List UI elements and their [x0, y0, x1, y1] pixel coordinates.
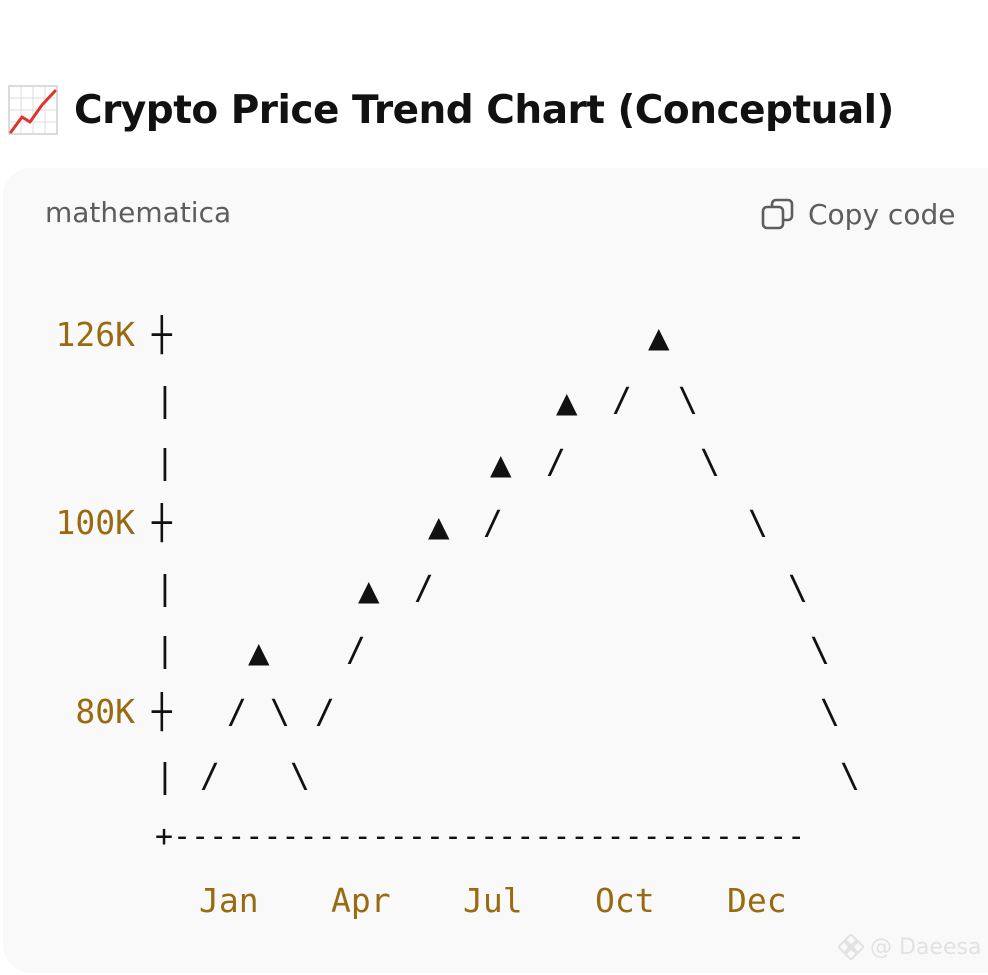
trend-line-segment: / — [200, 756, 220, 795]
trend-line-segment: \ — [290, 756, 310, 795]
data-point-marker: ▲ — [648, 321, 670, 354]
code-language-label: mathematica — [45, 196, 232, 229]
copy-code-button[interactable]: Copy code — [760, 194, 955, 234]
code-block-header: mathematica Copy code — [3, 168, 988, 258]
trend-line-segment: \ — [678, 380, 698, 419]
data-point-marker: ▲ — [358, 574, 380, 607]
y-axis-line: | — [155, 568, 175, 607]
binance-logo-icon — [838, 934, 864, 960]
y-axis-tick: ┼ — [152, 315, 172, 354]
x-tick-label-jul: Jul — [463, 881, 523, 920]
watermark-text: @ Daeesa — [870, 934, 982, 960]
data-point-marker: ▲ — [490, 448, 512, 481]
chart-increasing-icon — [8, 85, 58, 135]
trend-line-segment: / — [346, 630, 366, 669]
page-heading: Crypto Price Trend Chart (Conceptual) — [6, 80, 894, 140]
y-axis-tick: ┼ — [152, 503, 172, 542]
x-tick-label-dec: Dec — [727, 881, 787, 920]
y-axis-tick: ┼ — [152, 692, 172, 731]
trend-line-segment: \ — [820, 692, 840, 731]
y-tick-label-126k: 126K — [55, 315, 135, 354]
trend-line-segment: \ — [788, 568, 808, 607]
y-tick-label-100k: 100K — [55, 503, 135, 542]
trend-line-segment: \ — [700, 442, 720, 481]
x-tick-label-oct: Oct — [595, 881, 655, 920]
trend-line-segment: / — [414, 568, 434, 607]
trend-line-segment: / — [612, 380, 632, 419]
data-point-marker: ▲ — [248, 636, 270, 669]
copy-code-label: Copy code — [808, 197, 956, 231]
y-axis-line: | — [155, 756, 175, 795]
data-point-marker: ▲ — [428, 510, 450, 543]
copy-icon — [761, 198, 794, 230]
x-axis-line: +----------------------------------- — [155, 819, 806, 854]
watermark: @ Daeesa — [838, 934, 981, 960]
trend-line-segment: / — [546, 442, 566, 481]
page-title: Crypto Price Trend Chart (Conceptual) — [74, 87, 894, 133]
x-tick-label-jan: Jan — [199, 881, 259, 920]
y-axis-line: | — [155, 380, 175, 419]
code-block: mathematica Copy code — [3, 168, 988, 973]
trend-line-segment: / — [483, 503, 503, 542]
x-tick-label-apr: Apr — [331, 881, 391, 920]
y-axis-line: | — [155, 630, 175, 669]
trend-line-segment: \ — [270, 692, 290, 731]
trend-line-segment: \ — [810, 630, 830, 669]
y-tick-label-80k: 80K — [75, 692, 135, 731]
data-point-marker: ▲ — [556, 386, 578, 419]
y-axis-line: | — [155, 442, 175, 481]
trend-line-segment: / — [315, 692, 335, 731]
trend-line-segment: \ — [748, 503, 768, 542]
trend-line-segment: / — [227, 692, 247, 731]
trend-line-segment: \ — [840, 756, 860, 795]
